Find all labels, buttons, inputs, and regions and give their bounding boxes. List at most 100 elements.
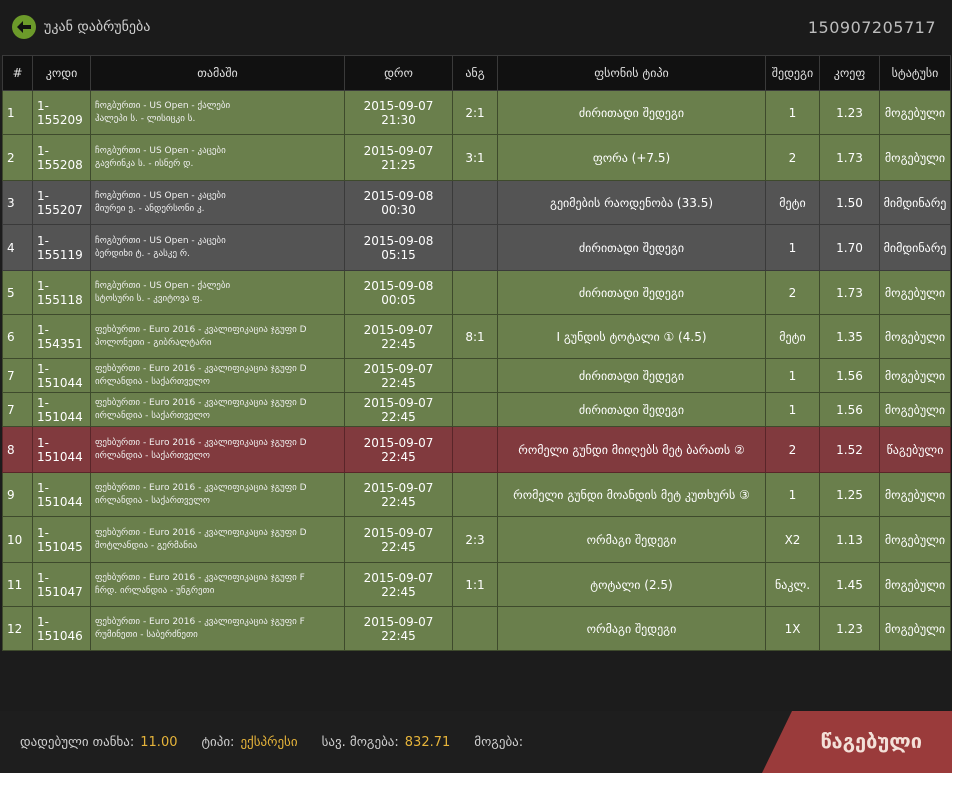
- bet-code: 1-151046: [32, 606, 91, 651]
- game-competition: ფეხბურთი - Euro 2016 - კვალიფიკაცია ჯგუფ…: [95, 527, 307, 538]
- top-bar: უკან დაბრუნება 150907205717: [0, 0, 952, 56]
- game-competition: ფეხბურთი - Euro 2016 - კვალიფიკაცია ჯგუფ…: [95, 397, 307, 408]
- game-teams: ირლანდია - საქართველო: [95, 450, 210, 461]
- bet-row-status: მოგებული: [879, 562, 951, 607]
- potential-win-value: 832.71: [404, 735, 451, 750]
- game-cell: ფეხბურთი - Euro 2016 - კვალიფიკაცია ჯგუფ…: [90, 606, 345, 651]
- event-score: [452, 392, 498, 427]
- bet-type: ძირითადი შედეგი: [497, 392, 766, 427]
- stake-value: 11.00: [140, 735, 178, 750]
- bet-row-status: მოგებული: [879, 90, 951, 135]
- bet-result: 1: [765, 472, 820, 517]
- row-number: 10: [2, 516, 33, 563]
- type-value: ექსპრესი: [240, 735, 298, 750]
- bet-odds: 1.70: [819, 224, 880, 271]
- bet-row-status: მოგებული: [879, 516, 951, 563]
- col-header: ანგ: [452, 55, 498, 91]
- table-header-row: # კოდი თამაში დრო ანგ ფსონის ტიპი შედეგი…: [2, 55, 951, 91]
- bet-result: 2: [765, 134, 820, 181]
- event-time: 2015-09-07 22:45: [344, 516, 453, 563]
- row-number: 7: [2, 392, 33, 427]
- event-score: [452, 472, 498, 517]
- type-label: ტიპი:: [201, 735, 235, 750]
- bet-type: ძირითადი შედეგი: [497, 270, 766, 315]
- bet-type: ტოტალი (2.5): [497, 562, 766, 607]
- game-cell: ფეხბურთი - Euro 2016 - კვალიფიკაცია ჯგუფ…: [90, 314, 345, 359]
- col-header: კოეფ: [819, 55, 880, 91]
- bet-result: 1: [765, 90, 820, 135]
- col-header: კოდი: [32, 55, 91, 91]
- game-competition: ფეხბურთი - Euro 2016 - კვალიფიკაცია ჯგუფ…: [95, 616, 305, 627]
- game-cell: ფეხბურთი - Euro 2016 - კვალიფიკაცია ჯგუფ…: [90, 392, 345, 427]
- bet-result: X2: [765, 516, 820, 563]
- bet-row-status: მოგებული: [879, 392, 951, 427]
- footer-summary: დადებული თანხა: 11.00 ტიპი: ექსპრესი სავ…: [20, 735, 523, 750]
- bet-code: 1-155118: [32, 270, 91, 315]
- event-time: 2015-09-08 05:15: [344, 224, 453, 271]
- bet-code: 1-151044: [32, 472, 91, 517]
- bet-type: ძირითადი შედეგი: [497, 224, 766, 271]
- event-time: 2015-09-07 21:30: [344, 90, 453, 135]
- event-score: [452, 180, 498, 225]
- row-number: 7: [2, 358, 33, 393]
- row-number: 2: [2, 134, 33, 181]
- bet-odds: 1.35: [819, 314, 880, 359]
- table-row: 5 1-155118 ჩოგბურთი - US Open - ქალები სტოს…: [2, 270, 951, 315]
- row-number: 1: [2, 90, 33, 135]
- game-competition: ჩოგბურთი - US Open - ქალები: [95, 100, 231, 111]
- bet-odds: 1.50: [819, 180, 880, 225]
- bet-result: 2: [765, 426, 820, 473]
- event-time: 2015-09-07 21:25: [344, 134, 453, 181]
- footer-bar: დადებული თანხა: 11.00 ტიპი: ექსპრესი სავ…: [0, 711, 952, 773]
- game-cell: ფეხბურთი - Euro 2016 - კვალიფიკაცია ჯგუფ…: [90, 562, 345, 607]
- game-cell: ჩოგბურთი - US Open - კაცები მიურეი ე. - ა…: [90, 180, 345, 225]
- row-number: 4: [2, 224, 33, 271]
- bet-code: 1-151047: [32, 562, 91, 607]
- table-row: 3 1-155207 ჩოგბურთი - US Open - კაცები მიურ…: [2, 180, 951, 225]
- event-score: 1:1: [452, 562, 498, 607]
- bet-row-status: მოგებული: [879, 134, 951, 181]
- bet-type: ფორა (+7.5): [497, 134, 766, 181]
- bet-code: 1-155209: [32, 90, 91, 135]
- game-teams: მიურეი ე. - ანდერსონი კ.: [95, 203, 205, 214]
- table-row: 7 1-151044 ფეხბურთი - Euro 2016 - კვალიფიკ…: [2, 358, 951, 393]
- game-competition: ჩოგბურთი - US Open - კაცები: [95, 235, 226, 246]
- game-teams: სტოსური ს. - კვიტოვა ფ.: [95, 293, 203, 304]
- table-row: 8 1-151044 ფეხბურთი - Euro 2016 - კვალიფიკ…: [2, 426, 951, 473]
- bet-result: მეტი: [765, 314, 820, 359]
- table-row: 9 1-151044 ფეხბურთი - Euro 2016 - კვალიფიკ…: [2, 472, 951, 517]
- event-score: [452, 270, 498, 315]
- table-row: 4 1-155119 ჩოგბურთი - US Open - კაცები ბერდ…: [2, 224, 951, 271]
- event-score: 3:1: [452, 134, 498, 181]
- col-header: #: [2, 55, 33, 91]
- col-header: სტატუსი: [879, 55, 951, 91]
- bet-odds: 1.73: [819, 270, 880, 315]
- event-time: 2015-09-07 22:45: [344, 562, 453, 607]
- game-competition: ჩოგბურთი - US Open - კაცები: [95, 190, 226, 201]
- bet-type: რომელი გუნდი მიიღებს მეტ ბარათს ②: [497, 426, 766, 473]
- row-number: 9: [2, 472, 33, 517]
- bet-odds: 1.52: [819, 426, 880, 473]
- row-number: 11: [2, 562, 33, 607]
- table-row: 12 1-151046 ფეხბურთი - Euro 2016 - კვალიფი…: [2, 606, 951, 651]
- bet-row-status: მოგებული: [879, 270, 951, 315]
- bet-status-label: წაგებული: [820, 729, 922, 753]
- bet-result: 1: [765, 392, 820, 427]
- event-score: [452, 224, 498, 271]
- row-number: 5: [2, 270, 33, 315]
- col-header: ფსონის ტიპი: [497, 55, 766, 91]
- row-number: 8: [2, 426, 33, 473]
- event-score: 8:1: [452, 314, 498, 359]
- bet-odds: 1.56: [819, 358, 880, 393]
- game-competition: ფეხბურთი - Euro 2016 - კვალიფიკაცია ჯგუფ…: [95, 482, 307, 493]
- col-header: შედეგი: [765, 55, 820, 91]
- bet-type: ორმაგი შედეგი: [497, 516, 766, 563]
- game-teams: ირლანდია - საქართველო: [95, 376, 210, 387]
- back-button[interactable]: უკან დაბრუნება: [12, 15, 150, 39]
- bet-type: გეიმების რაოდენობა (33.5): [497, 180, 766, 225]
- bet-odds: 1.23: [819, 90, 880, 135]
- bet-row-status: მოგებული: [879, 472, 951, 517]
- event-time: 2015-09-07 22:45: [344, 606, 453, 651]
- event-score: 2:3: [452, 516, 498, 563]
- game-cell: ჩოგბურთი - US Open - კაცები ბერდიხი ტ. - …: [90, 224, 345, 271]
